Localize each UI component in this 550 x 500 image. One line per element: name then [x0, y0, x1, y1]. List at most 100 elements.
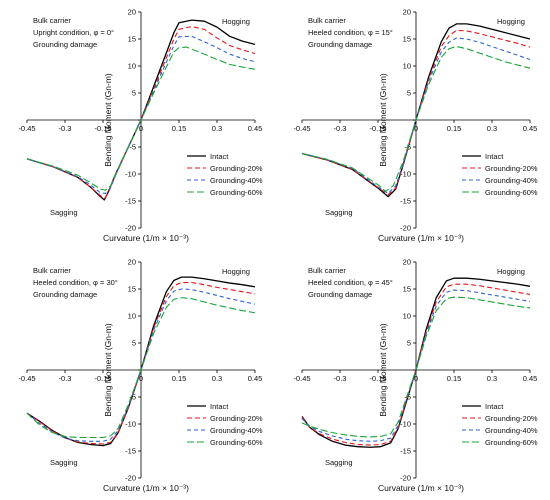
- y-tick-label: -10: [400, 170, 411, 179]
- y-tick-label: 20: [403, 258, 411, 267]
- x-tick-label: 0.45: [523, 374, 538, 383]
- x-axis-title: Curvature (1/m × 10⁻³): [103, 233, 189, 243]
- series-line-grounding-20-: [26, 26, 256, 199]
- legend-label: Grounding-60%: [485, 438, 538, 447]
- annotation-text: Heeled condition, φ = 15°: [308, 28, 393, 37]
- x-tick-label: 0.15: [447, 374, 462, 383]
- y-tick-label: 15: [128, 285, 136, 294]
- hogging-label: Hogging: [222, 17, 250, 26]
- y-tick-label: -10: [125, 170, 136, 179]
- y-axis-title: Bending Moment (Gn-m): [103, 73, 113, 167]
- y-axis-title: Bending Moment (Gn-m): [103, 323, 113, 417]
- y-tick-label: -15: [125, 197, 136, 206]
- chart-panel-heeled-15deg: -0.45 -0.3 -0.15 0 0.15 0.3 0.45 -20 -15 -10 -5 5 10…: [275, 0, 550, 250]
- annotation-text: Bulk carrier: [308, 266, 346, 275]
- x-tick-label: 0.45: [248, 374, 263, 383]
- y-tick-label: 5: [407, 89, 411, 98]
- legend-label: Grounding-60%: [485, 188, 538, 197]
- x-tick-label: -0.3: [334, 124, 347, 133]
- legend-label: Intact: [210, 402, 229, 411]
- series-line-grounding-60-: [301, 296, 531, 438]
- annotation-text: Grounding damage: [308, 40, 372, 49]
- x-tick-label: 0.45: [523, 124, 538, 133]
- x-tick-label: -0.3: [59, 124, 72, 133]
- chart-svg: -0.45 -0.3 -0.15 0 0.15 0.3 0.45-20-15-10-5510…: [18, 258, 263, 493]
- y-tick-label: -20: [400, 224, 411, 233]
- x-tick-label: 0: [414, 374, 418, 383]
- series-line-grounding-40-: [301, 37, 531, 194]
- chart-svg: -0.45 -0.3 -0.15 0 0.15 0.3 0.45-20-15-10-5510…: [18, 8, 263, 243]
- chart-panel-heeled-45deg: -0.45 -0.3 -0.15 0 0.15 0.3 0.45 -20 -15 -10 -5 5 10…: [275, 250, 550, 500]
- hogging-label: Hogging: [497, 267, 525, 276]
- legend-label: Grounding-60%: [210, 188, 263, 197]
- x-tick-label: 0.3: [487, 124, 497, 133]
- x-tick-label: -0.3: [59, 374, 72, 383]
- legend-label: Grounding-40%: [210, 176, 263, 185]
- x-tick-label: 0.15: [172, 374, 187, 383]
- legend-label: Intact: [485, 402, 504, 411]
- annotation-text: Grounding damage: [33, 40, 97, 49]
- annotation-text: Heeled condition, φ = 45°: [308, 278, 393, 287]
- series-line-grounding-20-: [301, 29, 531, 196]
- series-line-grounding-60-: [26, 297, 256, 439]
- series-line-grounding-60-: [26, 46, 256, 191]
- y-tick-label: 5: [407, 339, 411, 348]
- legend-label: Grounding-60%: [210, 438, 263, 447]
- y-tick-label: 5: [132, 89, 136, 98]
- x-tick-label: -0.15: [94, 374, 111, 383]
- y-tick-label: 10: [403, 62, 411, 71]
- x-tick-label: 0.15: [447, 124, 462, 133]
- annotation-text: Bulk carrier: [33, 16, 71, 25]
- x-tick-label: 0: [414, 124, 418, 133]
- x-axis-title: Curvature (1/m × 10⁻³): [378, 233, 464, 243]
- annotation-text: Upright condition, φ = 0°: [33, 28, 114, 37]
- legend-label: Intact: [485, 152, 504, 161]
- x-tick-label: 0: [139, 374, 143, 383]
- y-tick-label: 5: [132, 339, 136, 348]
- x-tick-label: 0.15: [172, 124, 187, 133]
- x-tick-label: -0.45: [293, 374, 310, 383]
- y-axis-title: Bending Moment (Gn-m): [378, 73, 388, 167]
- y-tick-label: 20: [128, 8, 136, 17]
- x-axis-title: Curvature (1/m × 10⁻³): [378, 483, 464, 493]
- y-tick-label: -20: [125, 224, 136, 233]
- y-axis-title: Bending Moment (Gn-m): [378, 323, 388, 417]
- x-tick-label: 0.45: [248, 124, 263, 133]
- y-tick-label: 15: [403, 285, 411, 294]
- hogging-label: Hogging: [222, 267, 250, 276]
- x-tick-label: 0.3: [487, 374, 497, 383]
- series-line-grounding-60-: [301, 46, 531, 192]
- legend-label: Grounding-40%: [485, 176, 538, 185]
- annotation-text: Bulk carrier: [33, 266, 71, 275]
- series-line-intact: [301, 23, 531, 198]
- y-tick-label: 10: [403, 312, 411, 321]
- x-axis-title: Curvature (1/m × 10⁻³): [103, 483, 189, 493]
- y-tick-label: -15: [125, 447, 136, 456]
- x-tick-label: -0.45: [18, 374, 35, 383]
- legend-label: Grounding-20%: [210, 414, 263, 423]
- sagging-label: Sagging: [325, 208, 353, 217]
- legend-label: Grounding-20%: [210, 164, 263, 173]
- y-tick-label: -10: [125, 420, 136, 429]
- y-tick-label: -5: [129, 393, 136, 402]
- chart-panel-heeled-30deg: -0.45 -0.3 -0.15 0 0.15 0.3 0.45 -20 -15 -10 -5 5 10…: [0, 250, 275, 500]
- y-tick-label: -15: [400, 197, 411, 206]
- x-tick-label: -0.45: [293, 124, 310, 133]
- x-tick-label: -0.45: [18, 124, 35, 133]
- y-tick-label: -20: [400, 474, 411, 483]
- sagging-label: Sagging: [50, 458, 78, 467]
- x-tick-label: -0.3: [334, 374, 347, 383]
- sagging-label: Sagging: [50, 208, 78, 217]
- annotation-text: Heeled condition, φ = 30°: [33, 278, 118, 287]
- y-tick-label: -15: [400, 447, 411, 456]
- legend-label: Grounding-20%: [485, 414, 538, 423]
- x-tick-label: -0.15: [369, 374, 386, 383]
- x-tick-label: 0.3: [212, 124, 222, 133]
- legend-label: Grounding-20%: [485, 164, 538, 173]
- chart-svg: -0.45 -0.3 -0.15 0 0.15 0.3 0.45-20-15-10-5510…: [293, 258, 538, 493]
- x-tick-label: 0.3: [212, 374, 222, 383]
- legend-label: Grounding-40%: [210, 426, 263, 435]
- x-tick-label: -0.15: [369, 124, 386, 133]
- y-tick-label: 15: [128, 35, 136, 44]
- annotation-text: Bulk carrier: [308, 16, 346, 25]
